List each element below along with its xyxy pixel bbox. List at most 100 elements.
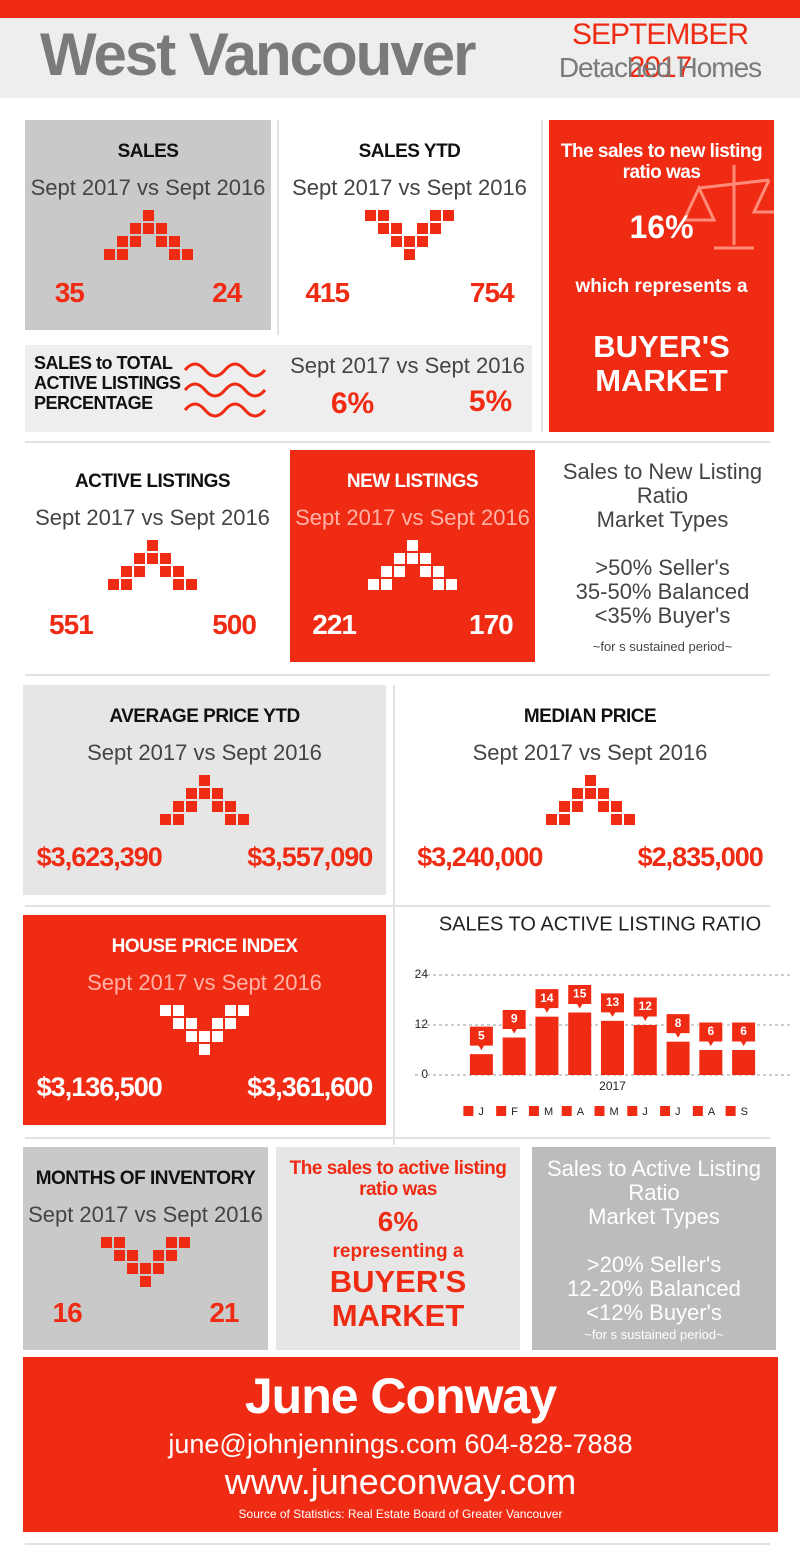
legend-swatch — [463, 1106, 474, 1116]
arrow-block — [186, 1031, 197, 1042]
panel-title: SALES — [117, 141, 179, 162]
arrow-block — [199, 1031, 210, 1042]
bar — [568, 1012, 592, 1075]
source-note: Source of Statistics: Real Estate Board … — [238, 1507, 563, 1521]
divider — [393, 685, 395, 1145]
comparison-label: Sept 2017 vs Sept 2016 — [295, 505, 530, 530]
types-line: >20% Seller's — [586, 1252, 722, 1277]
comparison-label: Sept 2017 vs Sept 2016 — [290, 353, 525, 378]
chart-title: SALES TO ACTIVE LISTING RATIO — [439, 913, 761, 935]
arrow-block — [433, 579, 444, 590]
label-marker — [731, 1021, 757, 1048]
legend-swatch — [496, 1106, 507, 1116]
arrow-block — [404, 236, 415, 247]
current-value: $3,136,500 — [36, 1072, 163, 1102]
arrow-block — [446, 579, 457, 590]
header-subtitle: Detached Homes — [558, 52, 762, 83]
arrow-block — [378, 210, 389, 221]
arrow-block — [597, 801, 609, 812]
arrow-block — [225, 1018, 236, 1029]
footer: June Conway june@johnjennings.com 604-82… — [23, 1357, 778, 1532]
arrow-block — [186, 801, 197, 812]
divider — [25, 905, 770, 907]
bar — [502, 1037, 526, 1075]
arrow-block — [147, 540, 158, 551]
percentage-panel: SALES to TOTAL ACTIVE LISTINGS PERCENTAG… — [25, 345, 532, 432]
data-label: 5 — [478, 1028, 485, 1042]
comparison-label: Sept 2017 vs Sept 2016 — [35, 505, 270, 530]
arrow-block — [545, 814, 557, 825]
agent-name: June Conway — [244, 1368, 557, 1424]
data-label: 6 — [740, 1024, 747, 1038]
current-value: $3,623,390 — [36, 842, 163, 872]
legend-label: J — [675, 1106, 681, 1118]
legend-swatch — [528, 1106, 539, 1116]
current-value: $3,240,000 — [417, 842, 543, 872]
arrow-block — [407, 540, 418, 551]
arrow-block — [153, 1250, 164, 1261]
stat-panel: ACTIVE LISTINGS Sept 2017 vs Sept 2016 551… — [25, 450, 280, 662]
label-marker — [501, 1009, 527, 1036]
ratio-box: The sales to new listing ratio was 16% w… — [549, 120, 774, 432]
arrow-block — [134, 553, 145, 564]
types-line: >50% Seller's — [595, 555, 730, 580]
arrow-block — [121, 566, 132, 577]
arrow-block — [212, 1031, 223, 1042]
comparison-label: Sept 2017 vs Sept 2016 — [87, 740, 322, 765]
stat-panel: SALES Sept 2017 vs Sept 2016 35 24 — [25, 120, 271, 330]
y-tick-label: 12 — [415, 1017, 429, 1031]
current-value: 551 — [49, 609, 94, 640]
types-note: ~for s sustained period~ — [592, 639, 733, 654]
header-date: SEPTEMBER 2017 — [571, 18, 749, 84]
arrow-block — [116, 236, 128, 247]
legend-swatch — [627, 1106, 638, 1116]
stat-panel: SALES YTD Sept 2017 vs Sept 2016 415 754 — [281, 120, 538, 330]
arrow-block — [584, 775, 596, 786]
arrow-block — [155, 223, 167, 234]
arrow-block — [160, 566, 171, 577]
legend-label: J — [642, 1106, 648, 1118]
header-title: West Vancouver — [40, 21, 476, 88]
arrow-block — [443, 210, 454, 221]
arrow-block — [108, 579, 119, 590]
label-marker — [698, 1021, 724, 1048]
data-label: 15 — [573, 987, 587, 1001]
arrow-block — [417, 223, 428, 234]
arrow-block — [127, 1250, 138, 1261]
arrow-block — [430, 210, 441, 221]
arrow-block — [212, 788, 223, 799]
arrow-block — [127, 1263, 138, 1274]
arrow-block — [610, 814, 622, 825]
arrow-block — [378, 223, 389, 234]
panel-title: NEW LISTINGS — [346, 471, 479, 492]
previous-value: 5% — [468, 385, 513, 418]
arrow-block — [417, 236, 428, 247]
comparison-label: Sept 2017 vs Sept 2016 — [472, 740, 708, 765]
arrow-block — [597, 788, 609, 799]
bar — [535, 1016, 559, 1075]
panel-title: MONTHS OF INVENTORY — [35, 1168, 256, 1189]
bar — [666, 1041, 690, 1075]
stat-panel: MONTHS OF INVENTORY Sept 2017 vs Sept 201… — [23, 1147, 268, 1350]
divider — [25, 441, 770, 443]
divider — [25, 1543, 770, 1545]
types-line: <35% Buyer's — [594, 603, 731, 628]
arrow-block — [160, 553, 171, 564]
types-line: <12% Buyer's — [586, 1300, 722, 1325]
arrow-block — [129, 223, 141, 234]
arrow-block — [391, 236, 402, 247]
panel-title: ACTIVE LISTINGS — [74, 471, 231, 492]
bar — [469, 1054, 493, 1075]
divider — [25, 1137, 770, 1139]
arrow-block — [394, 553, 405, 564]
arrow-block — [160, 1005, 171, 1016]
arrow-block — [173, 566, 184, 577]
label-marker — [567, 984, 593, 1011]
arrow-block — [381, 579, 392, 590]
scale-icon — [681, 165, 774, 250]
legend-label: S — [741, 1106, 748, 1118]
ratio-text: The sales to new listing ratio was — [560, 141, 763, 183]
arrow-block — [173, 814, 184, 825]
arrow-block — [101, 1237, 112, 1248]
chart: SALES TO ACTIVE LISTING RATIO 0 12 24 2017 5… — [415, 913, 793, 1118]
